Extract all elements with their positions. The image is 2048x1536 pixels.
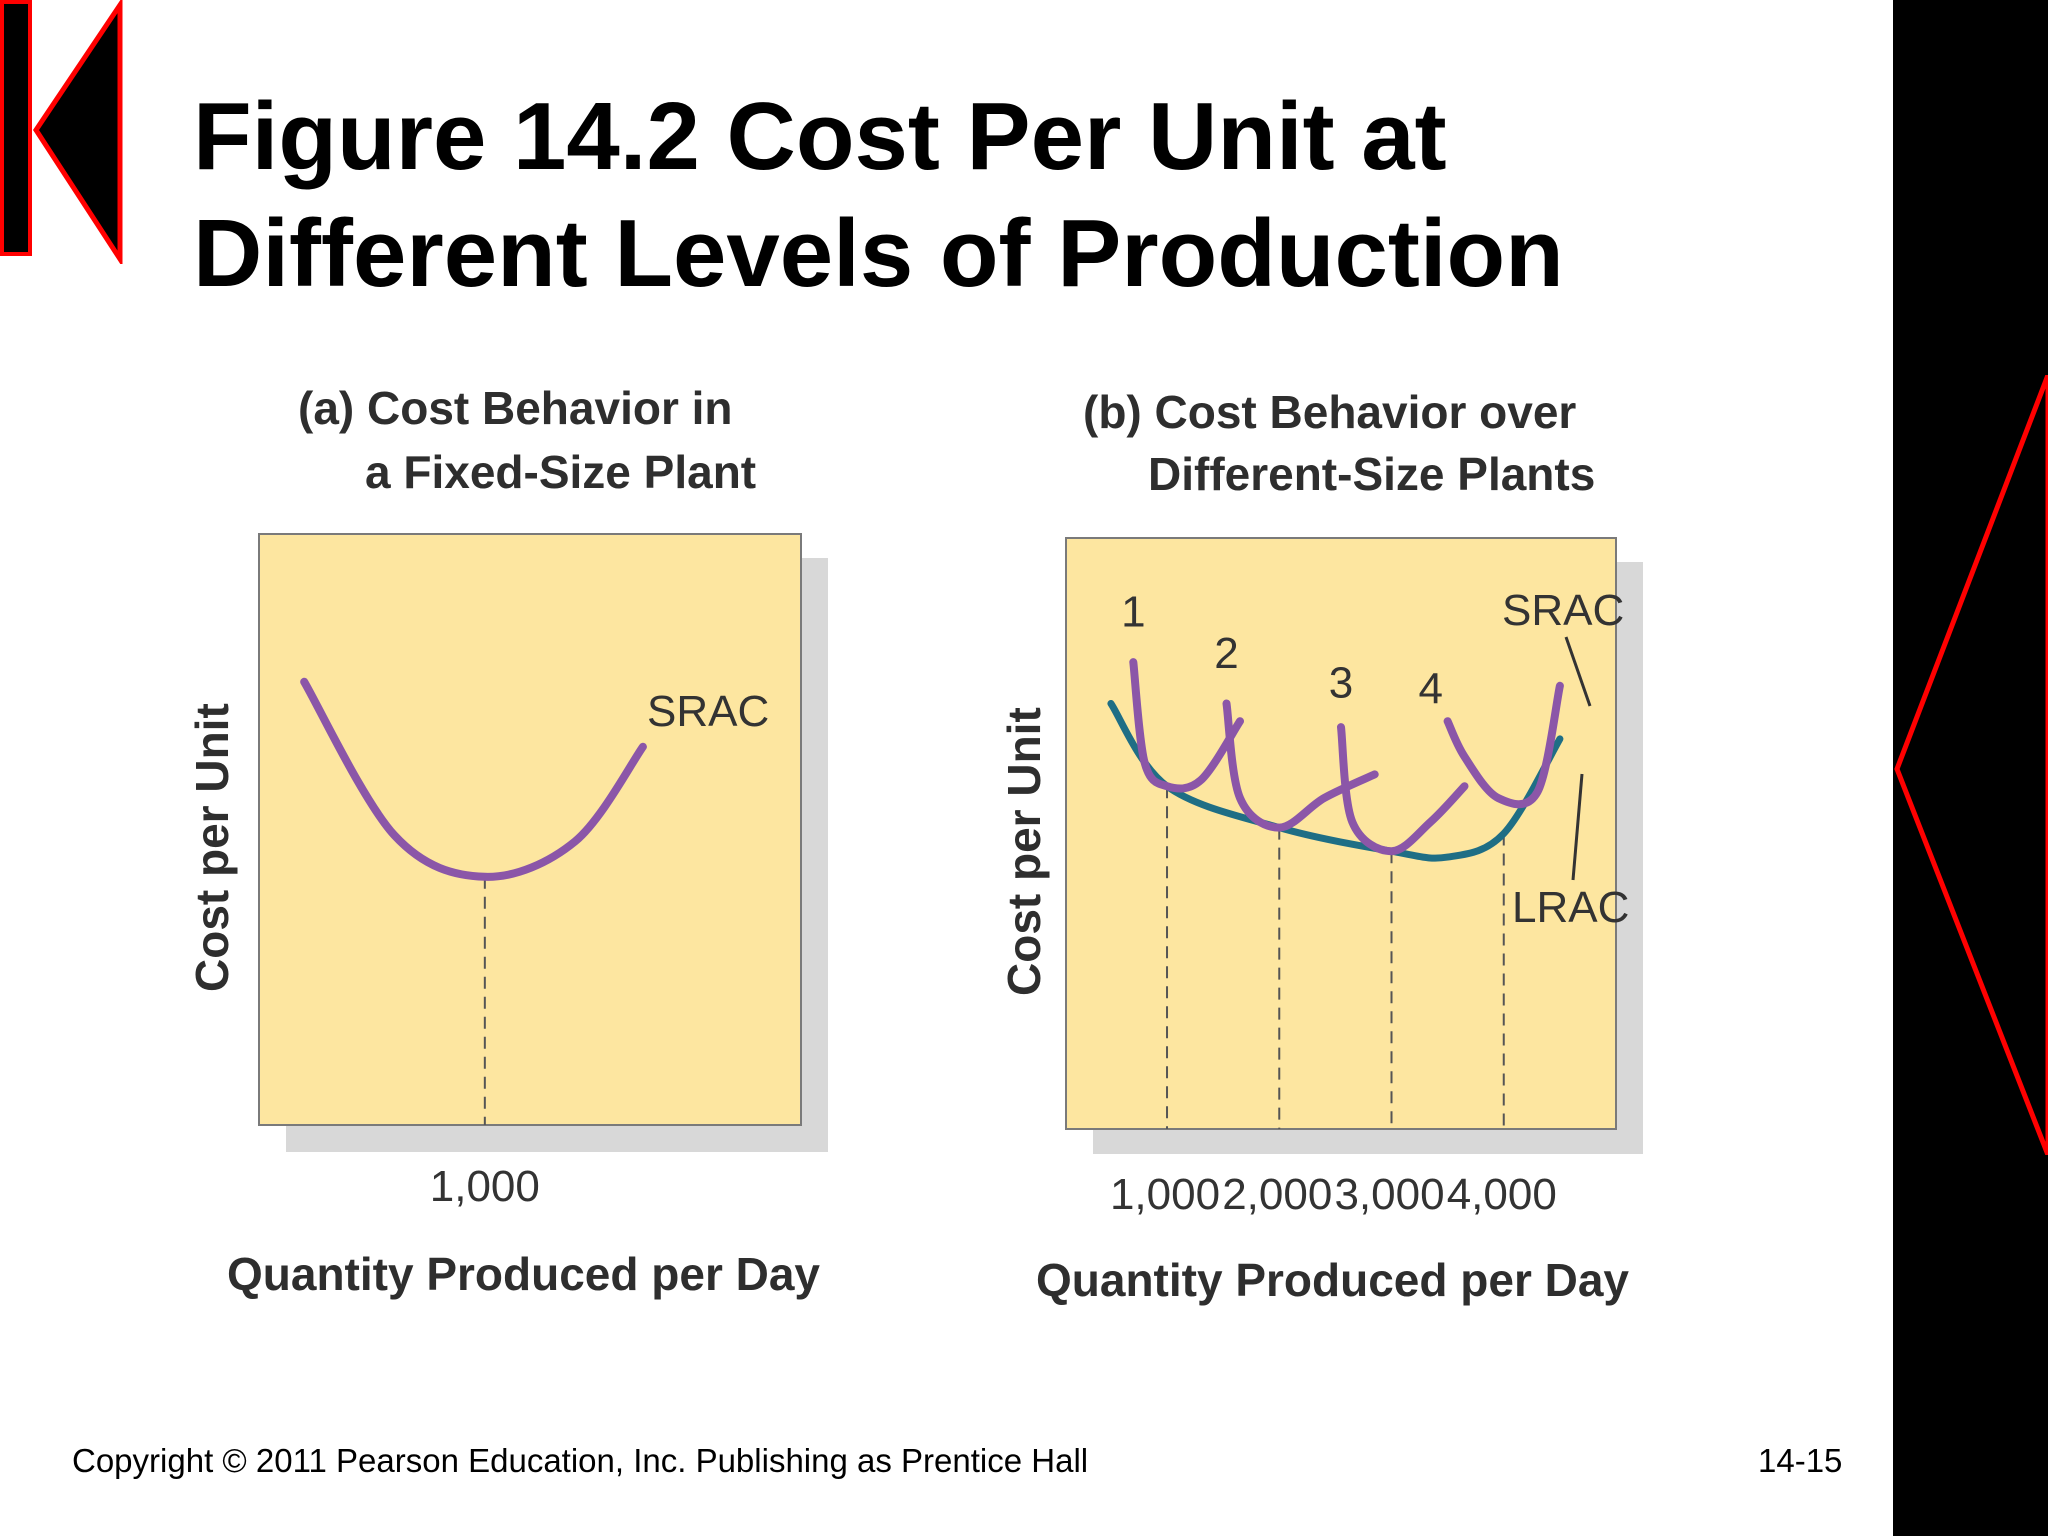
panel-b-srac-curve-3	[1337, 723, 1469, 856]
panel-b-lrac-leader	[1571, 773, 1584, 881]
panel-a-ylabel: Cost per Unit	[186, 703, 238, 992]
footer-copyright: Copyright © 2011 Pearson Education, Inc.…	[72, 1442, 1089, 1479]
back-arrow-icon[interactable]	[0, 0, 130, 264]
panel-a-title-line-1: (a) Cost Behavior in	[298, 382, 733, 434]
panel-b-x-tick-label: 2,000	[1222, 1170, 1332, 1219]
panel-b-lrac-label: LRAC	[1512, 883, 1629, 932]
slide-title-line-2: Different Levels of Production	[193, 200, 1564, 307]
panel-b-srac-label: SRAC	[1502, 586, 1624, 635]
panel-b-title-line-2: Different-Size Plants	[1148, 448, 1595, 500]
panel-b-ylabel: Cost per Unit	[998, 707, 1050, 996]
panel-b-srac-curve-4	[1443, 681, 1564, 809]
panel-a-xlabel: Quantity Produced per Day	[227, 1248, 820, 1300]
panel-b-plant-label-2: 2	[1214, 629, 1238, 678]
panel-b: (b) Cost Behavior over Different-Size Pl…	[998, 386, 1643, 1306]
panel-a-x-tick-label: 1,000	[430, 1162, 540, 1211]
panel-a-srac-label: SRAC	[647, 687, 769, 736]
slide-title-line-1: Figure 14.2 Cost Per Unit at	[193, 83, 1447, 190]
panel-b-plot-area	[1065, 537, 1617, 1130]
panel-b-srac-curve-1	[1129, 658, 1244, 793]
panel-b-plant-label-1: 1	[1121, 588, 1145, 637]
panel-a-title-line-2: a Fixed-Size Plant	[365, 446, 756, 498]
panel-a-plot-area	[258, 533, 802, 1126]
panel-b-srac-curve-2	[1222, 699, 1379, 832]
panel-b-xlabel: Quantity Produced per Day	[1036, 1254, 1629, 1306]
panel-b-plant-label-4: 4	[1419, 664, 1443, 713]
panel-b-x-tick-label: 1,000	[1110, 1170, 1220, 1219]
panel-b-title-line-1: (b) Cost Behavior over	[1083, 386, 1576, 438]
back-arrow-triangle	[33, 0, 123, 264]
next-arrow-icon[interactable]	[1893, 375, 2048, 1155]
back-arrow-bar	[0, 0, 32, 256]
panel-b-x-tick-label: 4,000	[1447, 1170, 1557, 1219]
panel-b-plant-label-3: 3	[1329, 659, 1353, 708]
panel-a: (a) Cost Behavior in a Fixed-Size Plant …	[186, 382, 828, 1300]
panel-b-srac-leader	[1564, 636, 1592, 707]
panel-b-x-tick-label: 3,000	[1334, 1170, 1444, 1219]
panel-a-srac-curve	[300, 677, 647, 881]
slide-title: Figure 14.2 Cost Per Unit at Different L…	[193, 78, 1833, 312]
next-arrow-shape	[1894, 375, 2048, 1155]
page-number: 14-15	[1758, 1442, 1843, 1479]
